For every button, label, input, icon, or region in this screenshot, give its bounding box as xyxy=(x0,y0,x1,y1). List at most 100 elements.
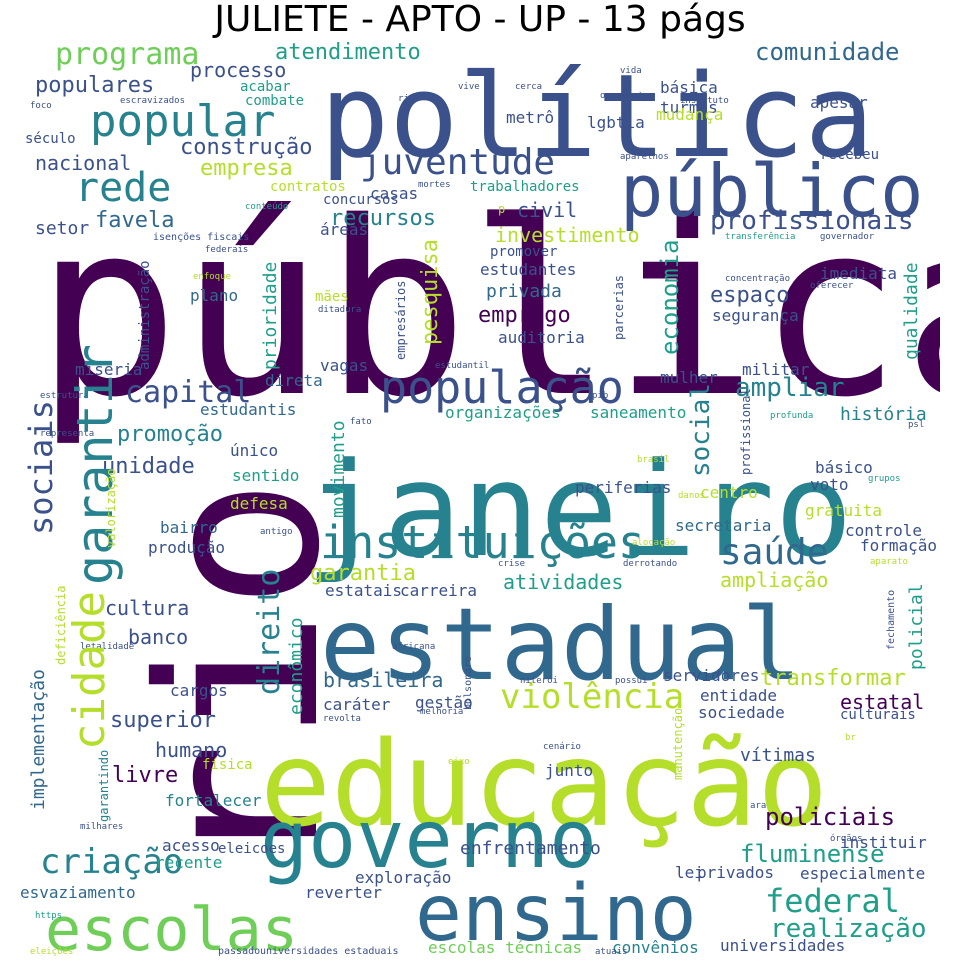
cloud-word: passado xyxy=(218,946,261,957)
cloud-word: concentração xyxy=(725,274,791,284)
cloud-word: entidade xyxy=(700,686,778,705)
cloud-word: civil xyxy=(517,198,578,222)
cloud-word: fechamento xyxy=(886,589,897,650)
cloud-word: administração xyxy=(137,260,153,370)
cloud-word: turmas xyxy=(660,98,718,117)
cloud-word: básica xyxy=(660,78,718,97)
cloud-word: implementação xyxy=(28,669,49,810)
cloud-word: cenário xyxy=(543,742,581,752)
cloud-word: milhares xyxy=(80,822,124,832)
cloud-word: básico xyxy=(815,458,873,477)
cloud-word: estudantes xyxy=(480,260,577,279)
cloud-word: único xyxy=(230,441,279,460)
cloud-word: https xyxy=(35,911,63,921)
cloud-word: oferecer xyxy=(810,281,854,291)
cloud-word: lgbtia xyxy=(587,113,645,132)
cloud-word: rj xyxy=(398,94,409,104)
cloud-word: órgãos xyxy=(830,834,863,844)
cloud-word: estudantil xyxy=(435,361,490,371)
cloud-word: trabalhadores xyxy=(470,179,580,195)
cloud-word: saneamento xyxy=(590,403,687,422)
cloud-word: prioridade xyxy=(260,261,281,370)
cloud-word: danos xyxy=(678,491,706,501)
cloud-word: derrotando xyxy=(623,559,678,569)
cloud-word: cidade xyxy=(64,591,115,750)
cloud-word: fortalecer xyxy=(165,791,262,810)
cloud-word: física xyxy=(202,757,253,773)
cloud-word: unidade xyxy=(102,454,195,479)
cloud-word: foco xyxy=(30,101,52,111)
cloud-word: rede xyxy=(75,165,172,211)
cloud-word: comunidade xyxy=(755,40,900,66)
cloud-word: fluminense xyxy=(740,840,885,868)
cloud-word: qualidade xyxy=(901,262,922,360)
cloud-word: população xyxy=(380,361,624,414)
cloud-word: servidores xyxy=(663,666,760,685)
cloud-word: atendimento xyxy=(275,40,421,65)
cloud-word: empresa xyxy=(200,156,293,181)
cloud-word: mudança xyxy=(656,105,724,124)
cloud-word: pib xyxy=(592,391,609,401)
cloud-word: manutenção xyxy=(671,707,685,780)
cloud-word: cargos xyxy=(170,681,228,700)
cloud-word: possui xyxy=(615,676,648,686)
cloud-word: política xyxy=(320,50,874,184)
cloud-word: africana xyxy=(392,642,436,652)
cloud-word: br xyxy=(845,733,856,743)
cloud-word: violência xyxy=(500,677,685,717)
cloud-word: aparato xyxy=(870,557,908,567)
cloud-word: transformar xyxy=(760,666,906,691)
cloud-word: fato xyxy=(350,417,372,427)
cloud-word: formação xyxy=(860,536,938,555)
cloud-word: econômico xyxy=(286,617,307,715)
cloud-word: estudantis xyxy=(200,400,297,419)
cloud-word: plano xyxy=(190,286,239,305)
cloud-word: pública xyxy=(35,170,940,450)
cloud-word: superior xyxy=(110,708,216,733)
cloud-word: aparelhos xyxy=(620,152,669,162)
cloud-word: caráter xyxy=(323,695,391,714)
cloud-word: conteúdo xyxy=(245,202,289,212)
cloud-word: garantia xyxy=(310,561,416,586)
cloud-word: mulher xyxy=(660,368,718,387)
cloud-word: gratuita xyxy=(805,501,883,520)
cloud-word: governo xyxy=(260,793,598,886)
page-title: JULIETE - APTO - UP - 13 págs xyxy=(214,0,746,40)
cloud-word: segurança xyxy=(712,306,799,325)
cloud-word: social xyxy=(686,383,716,477)
cloud-word: setor xyxy=(35,218,90,239)
cloud-word: federais xyxy=(205,245,249,255)
cloud-word: bairro xyxy=(160,518,218,537)
cloud-word: grupos xyxy=(868,474,901,484)
cloud-word: populares xyxy=(35,73,155,98)
cloud-word: vítimas xyxy=(740,745,816,766)
cloud-word: recebeu xyxy=(820,147,880,163)
cloud-word: bolsonaro xyxy=(463,655,474,710)
cloud-word: construção xyxy=(180,135,313,160)
cloud-word: secretaria xyxy=(675,516,772,535)
cloud-word: defesa xyxy=(230,494,288,513)
cloud-word: mães xyxy=(315,289,349,305)
cloud-word: escolas xyxy=(45,895,298,960)
cloud-word: imediata xyxy=(820,264,898,283)
cloud-word: auditoria xyxy=(498,328,585,347)
cloud-word: cultura xyxy=(105,596,190,620)
cloud-word: apesar xyxy=(810,93,868,112)
cloud-word: emprego xyxy=(478,303,571,328)
cloud-word: ampliação xyxy=(720,568,829,592)
cloud-word: metrô xyxy=(506,108,555,127)
cloud-word: sentido xyxy=(232,466,300,485)
cloud-word: vagas xyxy=(320,356,369,375)
cloud-word: combate xyxy=(245,93,305,109)
cloud-word: espaço xyxy=(710,283,790,308)
word-cloud: públicariojaneiropolíticaeducaçãoestadua… xyxy=(20,40,940,960)
cloud-word: pesquisa xyxy=(418,239,443,345)
cloud-word: garantindo xyxy=(97,749,111,822)
cloud-word: periferias xyxy=(575,478,672,497)
cloud-word: mortes xyxy=(418,180,451,190)
cloud-word: século xyxy=(25,131,76,147)
cloud-word: governador xyxy=(820,232,875,242)
cloud-word: nacional xyxy=(35,151,132,175)
cloud-word: ditadura xyxy=(318,305,362,315)
